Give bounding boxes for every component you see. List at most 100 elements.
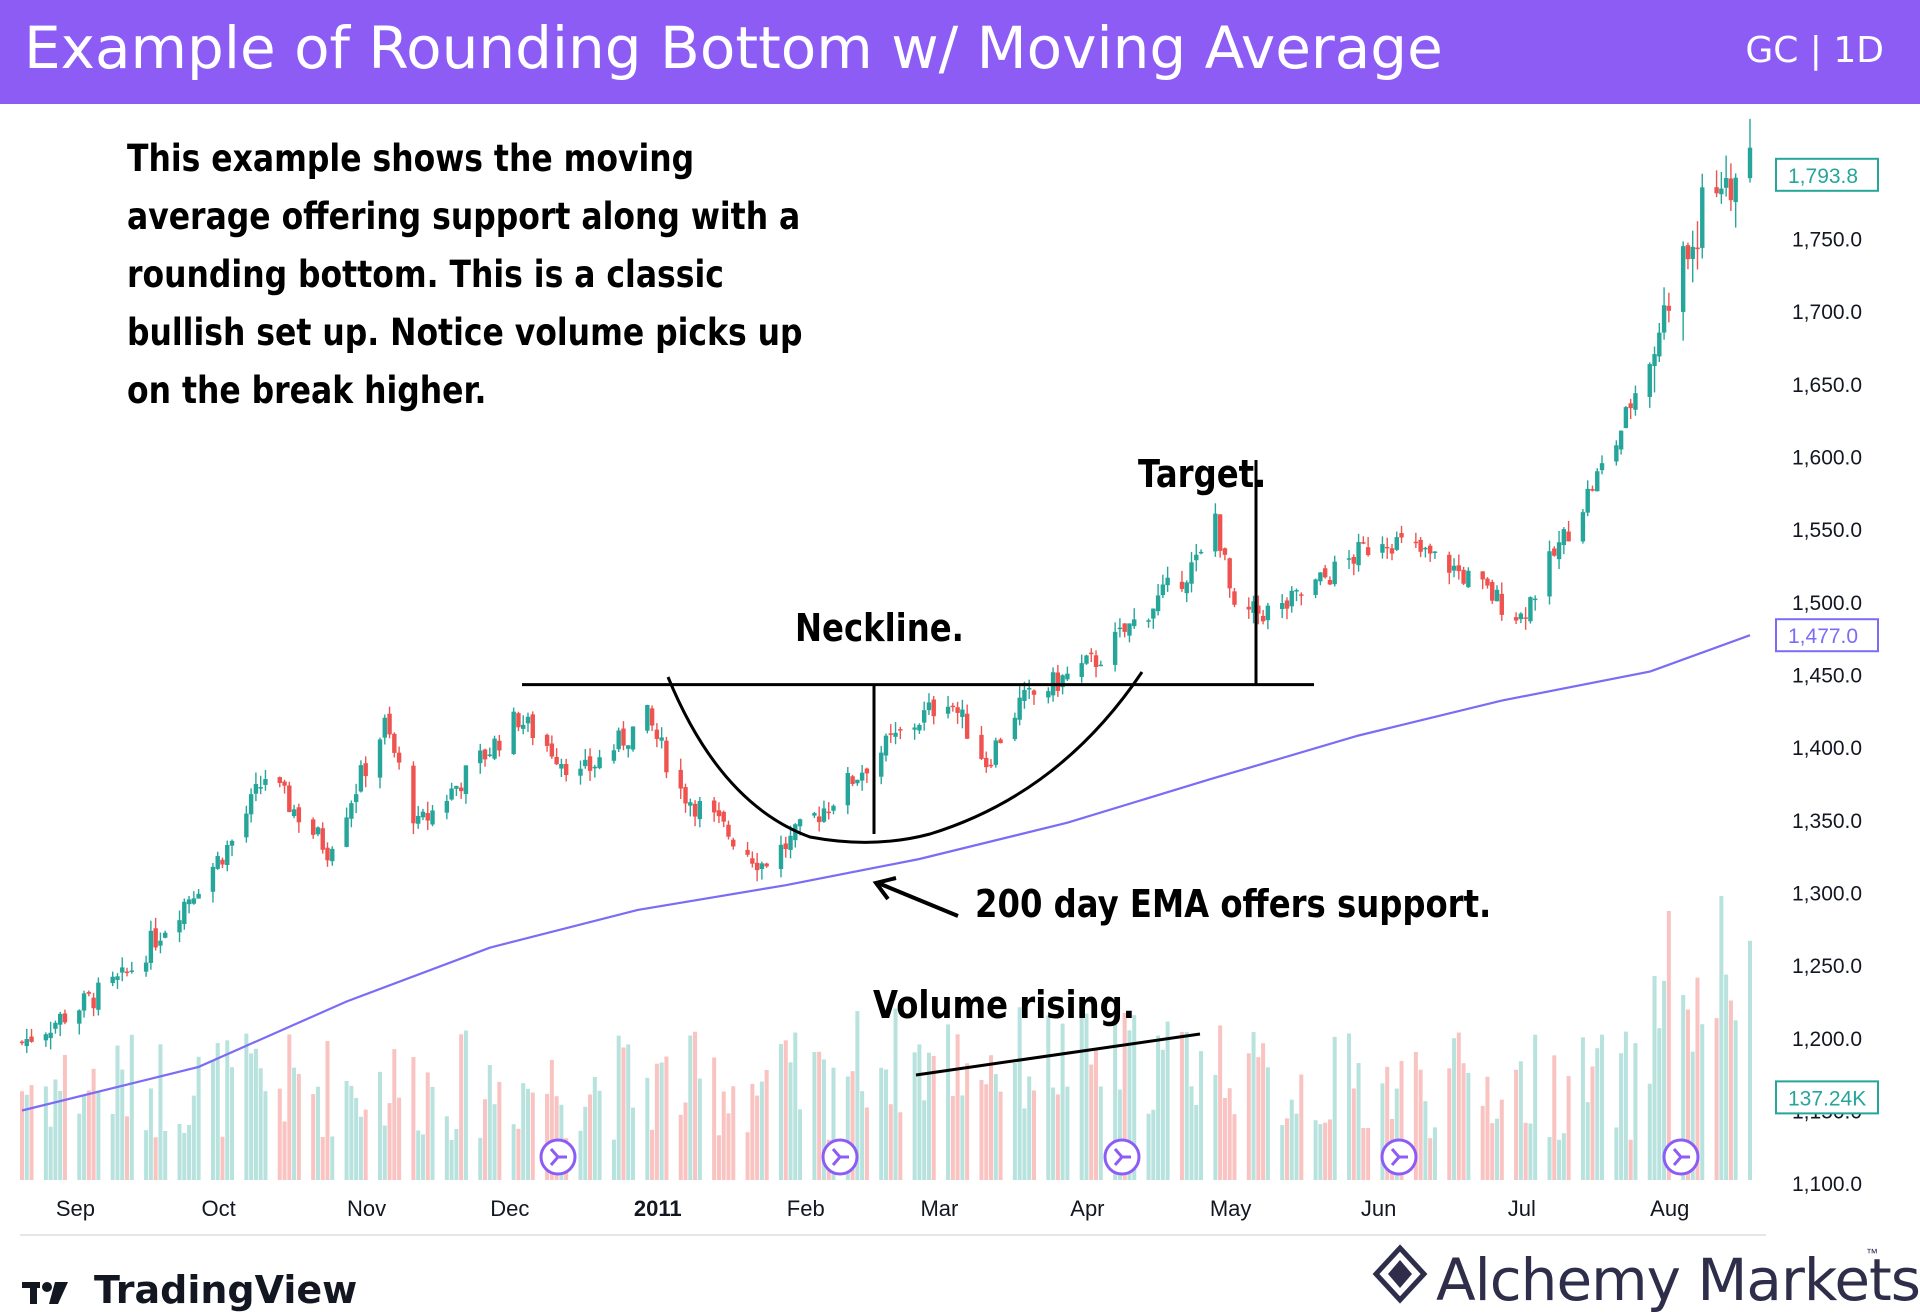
candle	[310, 817, 316, 839]
volume-bar	[1055, 1094, 1060, 1180]
volume-bar	[1284, 1118, 1289, 1180]
candle	[759, 861, 765, 880]
volume-bar	[449, 1139, 454, 1180]
volume-bar	[263, 1091, 268, 1180]
candle	[1418, 536, 1423, 558]
candle	[1194, 544, 1199, 572]
candle	[1618, 430, 1624, 455]
ema-series	[21, 634, 1751, 1112]
candle	[1456, 554, 1462, 580]
price-tick-label: 1,450.0	[1792, 664, 1862, 687]
volume-bar	[898, 1112, 903, 1180]
event-marker-icon[interactable]	[1103, 1138, 1141, 1176]
time-tick-label: Jun	[1361, 1196, 1396, 1221]
candle	[1313, 578, 1318, 599]
volume-bar	[344, 1080, 349, 1180]
candle	[754, 853, 760, 882]
candle	[678, 758, 683, 799]
volume-bar	[196, 1056, 201, 1180]
candle	[1098, 660, 1104, 667]
candle	[196, 889, 201, 899]
candle	[458, 782, 464, 799]
neckline-label: Neckline.	[795, 606, 964, 650]
volume-bar	[1623, 1031, 1628, 1180]
candle	[883, 733, 889, 762]
volume-bar	[759, 1081, 764, 1180]
volume-bar	[860, 1091, 865, 1180]
price-tick-label: 1,550.0	[1792, 519, 1862, 542]
volume-bar	[125, 1116, 130, 1180]
volume-bar	[1094, 1048, 1099, 1180]
event-marker-icon[interactable]	[1380, 1138, 1418, 1176]
candle	[353, 783, 359, 814]
volume-bar	[1432, 1127, 1437, 1180]
candle	[253, 772, 259, 802]
alchemy-markets-logo: Alchemy Markets	[1436, 1246, 1920, 1314]
volume-bar	[678, 1114, 683, 1180]
candle	[692, 800, 698, 827]
candle	[945, 695, 951, 719]
candle	[110, 971, 115, 987]
volume-bar	[1012, 1062, 1017, 1180]
candle	[1146, 618, 1151, 628]
volume-bar	[1151, 1109, 1156, 1180]
candle	[377, 737, 383, 789]
candle	[1361, 536, 1366, 545]
volume-bar	[1146, 1113, 1151, 1180]
volume-bar	[430, 1086, 435, 1180]
volume-bar	[855, 1011, 860, 1180]
volume-bar	[330, 1136, 335, 1180]
candle	[315, 826, 321, 837]
candle	[816, 806, 822, 832]
event-marker-icon[interactable]	[1662, 1138, 1700, 1176]
candle	[592, 764, 598, 778]
candle	[626, 745, 631, 758]
volume-bar	[1733, 1020, 1738, 1180]
candle	[215, 851, 220, 870]
volume-bar	[1313, 1120, 1318, 1180]
volume-bar	[349, 1085, 354, 1180]
candle	[1461, 566, 1466, 586]
candle	[893, 722, 898, 745]
event-marker-icon[interactable]	[539, 1138, 577, 1176]
volume-bar	[1113, 1012, 1118, 1180]
candle	[750, 851, 755, 868]
volume-bar	[731, 1086, 736, 1180]
candle	[24, 1028, 29, 1053]
candle	[1265, 602, 1271, 630]
candle	[1385, 537, 1390, 559]
time-tick-label: Apr	[1070, 1196, 1104, 1221]
candle	[1356, 533, 1361, 572]
candle	[182, 898, 187, 930]
candle	[1084, 654, 1089, 665]
candle	[444, 794, 450, 820]
candle	[888, 724, 893, 743]
candle	[1279, 594, 1285, 619]
candle	[229, 839, 235, 857]
candle	[1690, 230, 1695, 283]
candle	[1155, 584, 1161, 616]
volume-bar	[984, 1084, 989, 1180]
candle	[1089, 648, 1094, 663]
candle	[879, 745, 884, 785]
volume-bar	[793, 1032, 798, 1180]
candle	[1499, 582, 1504, 621]
volume-bar	[1456, 1032, 1461, 1180]
volume-bar	[420, 1134, 425, 1180]
candle	[611, 744, 617, 764]
svg-text:1,477.0: 1,477.0	[1788, 625, 1858, 648]
volume-bar	[1051, 1087, 1056, 1180]
volume-bar	[1423, 1101, 1428, 1180]
volume-bar	[1466, 1072, 1471, 1180]
candle	[1623, 406, 1629, 429]
time-tick-label: Aug	[1650, 1196, 1689, 1221]
candle	[1647, 362, 1652, 408]
volume-bar	[53, 1079, 58, 1180]
volume-bar	[645, 1077, 650, 1180]
candle	[587, 748, 593, 781]
candle	[1547, 540, 1552, 605]
candle	[1132, 608, 1137, 629]
candle	[396, 746, 402, 770]
candle	[1614, 440, 1619, 466]
event-marker-icon[interactable]	[821, 1138, 859, 1176]
